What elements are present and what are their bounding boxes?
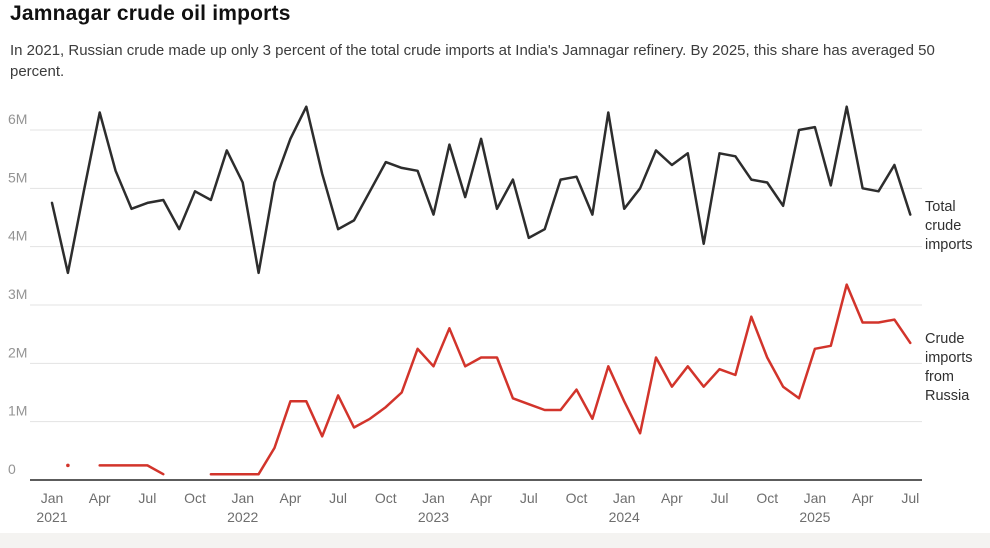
x-axis-label: Jan [804,490,827,506]
x-axis-label: Jan [41,490,64,506]
x-axis-year-label: 2025 [799,509,830,525]
y-axis-label: 6M [8,111,27,127]
x-axis-label: Jul [901,490,919,506]
x-axis-year-label: 2023 [418,509,449,525]
x-axis-label: Jul [329,490,347,506]
x-axis-label: Jan [613,490,636,506]
x-axis-label: Jan [422,490,445,506]
x-axis-label: Apr [280,490,302,506]
x-axis-year-label: 2022 [227,509,258,525]
x-axis-label: Jul [520,490,538,506]
russia-imports-line [209,283,912,476]
footer-strip [0,533,990,548]
total-imports-line [50,105,912,275]
y-axis-label: 5M [8,169,27,185]
x-axis-label: Jul [138,490,156,506]
legend-crude-imports-from-russia: Crude imports from Russia [925,331,973,404]
x-axis-label: Oct [184,490,206,506]
y-axis-label: 1M [8,403,27,419]
x-axis-label: Apr [470,490,492,506]
y-axis-label: 0 [8,461,16,477]
x-axis-label: Apr [852,490,874,506]
x-axis-label: Oct [566,490,588,506]
y-axis-label: 4M [8,228,27,244]
x-axis-label: Oct [756,490,778,506]
x-axis-label: Jul [711,490,729,506]
x-axis-label: Oct [375,490,397,506]
page-title: Jamnagar crude oil imports [10,2,291,25]
y-axis-label: 2M [8,344,27,360]
x-axis-label: Apr [89,490,111,506]
russia-imports-line-point [66,463,70,468]
legend-total-crude-imports: Total crude imports [925,199,973,253]
y-axis-label: 3M [8,286,27,302]
x-axis-label: Apr [661,490,683,506]
russia-imports-line [98,464,165,476]
chart-subtitle: In 2021, Russian crude made up only 3 pe… [10,42,935,80]
x-axis-year-label: 2024 [609,509,640,525]
x-axis-year-label: 2021 [36,509,67,525]
x-axis-label: Jan [231,490,254,506]
